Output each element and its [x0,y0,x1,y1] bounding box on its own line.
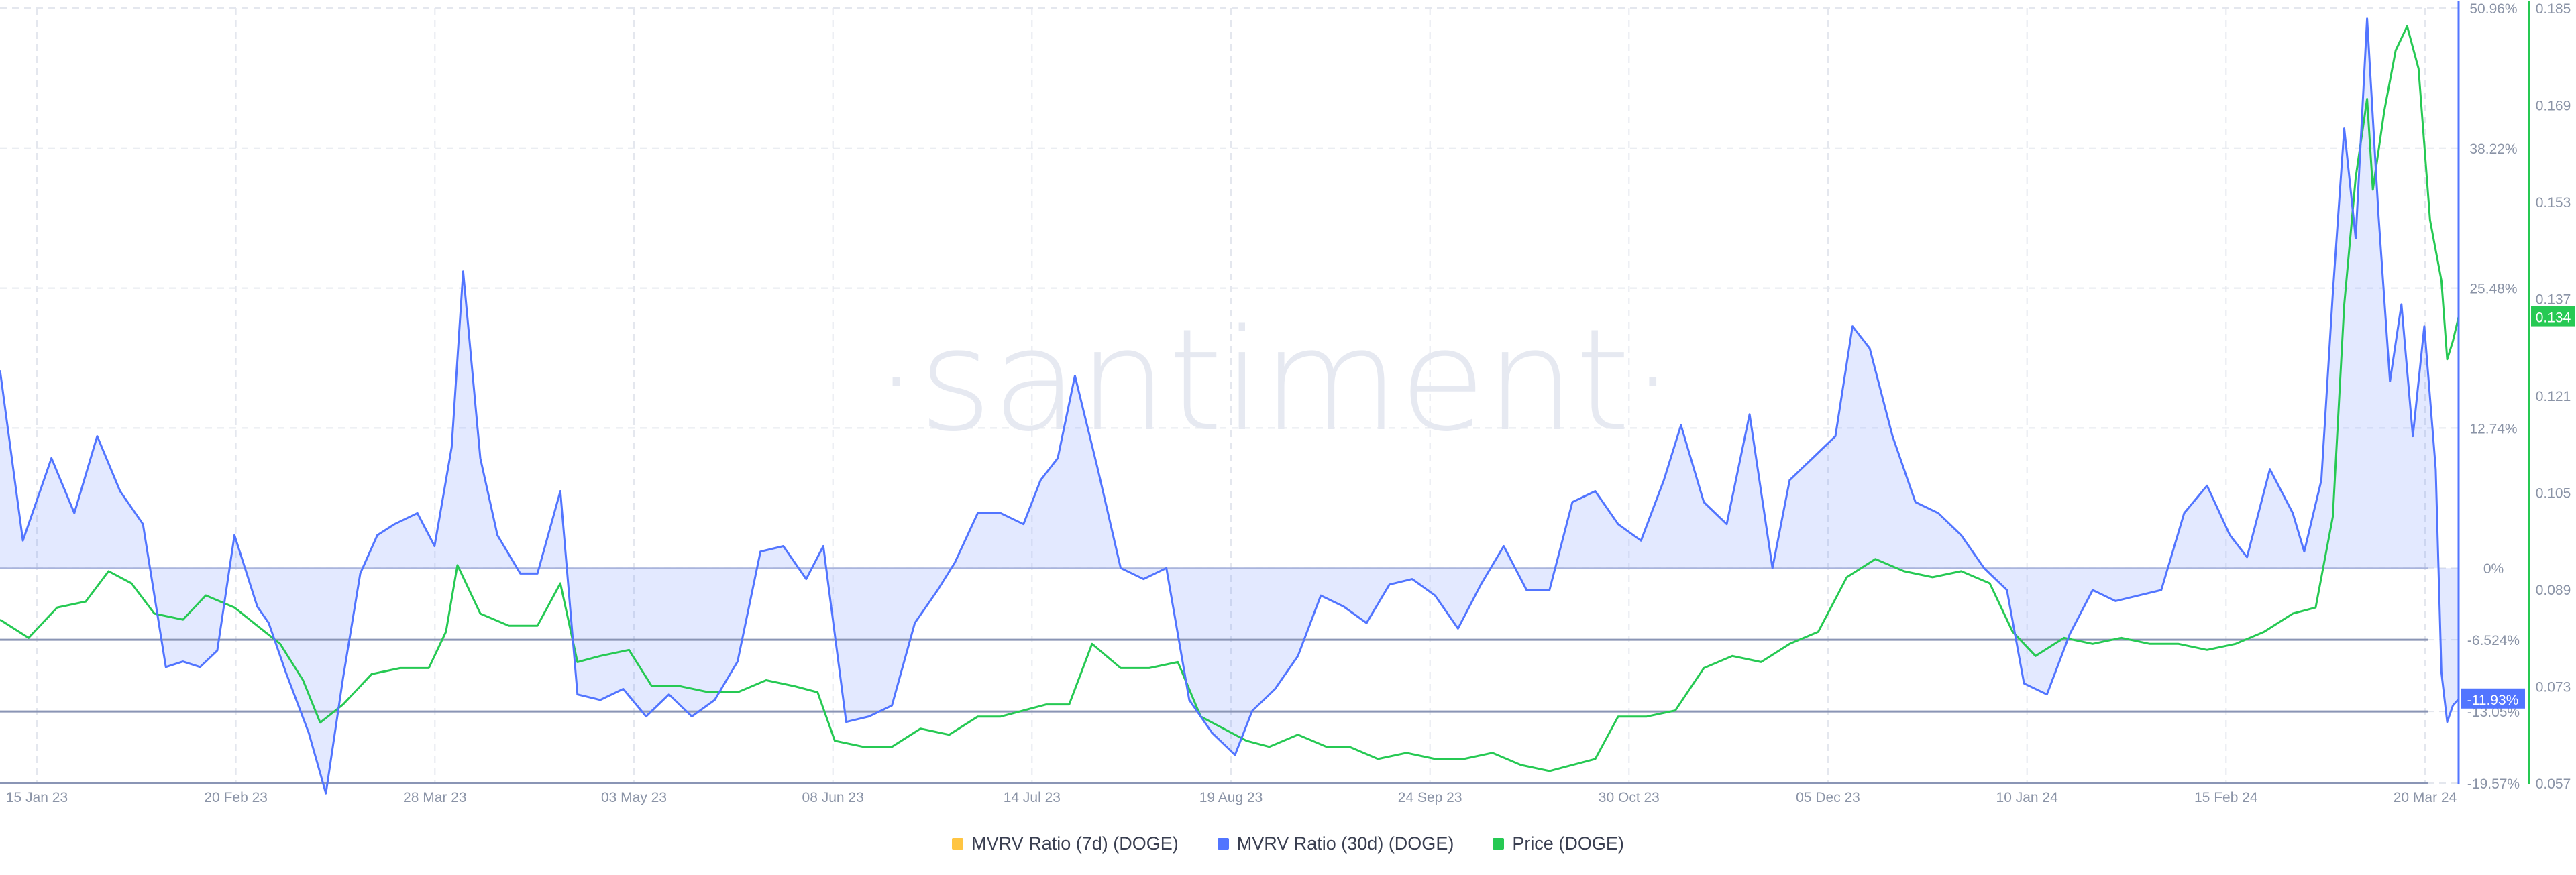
x-tick-label: 19 Aug 23 [1199,790,1263,805]
x-tick-label: 20 Feb 23 [204,790,268,805]
legend-swatch-mvrv-30d [1217,837,1229,850]
watermark: ·santiment· [874,298,1676,463]
price-tick-label: 0.089 [2536,583,2571,598]
mvrv-tick-label: -6.524% [2467,633,2520,648]
legend-swatch-mvrv-7d [952,837,964,850]
legend-swatch-price [1493,837,1505,850]
mvrv-tick-label: -19.57% [2467,776,2520,792]
x-tick-label: 30 Oct 23 [1599,790,1660,805]
price-current-badge [2531,306,2575,327]
price-tick-label: 0.185 [2536,1,2571,17]
x-tick-label: 05 Dec 23 [1796,790,1860,805]
reference-lines [0,567,2428,784]
legend-item-mvrv-30d[interactable]: MVRV Ratio (30d) (DOGE) [1217,833,1454,854]
price-tick-label: 0.137 [2536,292,2571,308]
price-tick-label: 0.153 [2536,195,2571,211]
x-tick-label: 14 Jul 23 [1004,790,1061,805]
legend: MVRV Ratio (7d) (DOGE) MVRV Ratio (30d) … [0,830,2576,857]
x-tick-label: 24 Sep 23 [1398,790,1462,805]
mvrv-30d-line [0,17,2460,795]
x-tick-label: 08 Jun 23 [802,790,864,805]
axis-layer: 15 Jan 23 20 Feb 23 28 Mar 23 03 May 23 08 J… [6,1,2571,805]
mvrv-current-value: -11.93% [2467,693,2519,708]
mvrv-tick-label: 38.22% [2469,141,2517,157]
mvrv-tick-label: 12.74% [2469,421,2517,436]
x-tick-label: 20 Mar 24 [2394,790,2457,805]
legend-label-mvrv-30d: MVRV Ratio (30d) (DOGE) [1236,833,1454,854]
x-tick-label: 15 Feb 24 [2194,790,2258,805]
x-tick-label: 15 Jan 23 [6,790,68,805]
price-current-value: 0.134 [2536,310,2571,326]
current-value-labels: -11.93% 0.134 [2461,306,2575,709]
price-tick-label: 0.121 [2536,389,2571,404]
x-tick-label: 28 Mar 23 [403,790,467,805]
legend-item-price[interactable]: Price (DOGE) [1493,833,1624,854]
legend-label-mvrv-7d: MVRV Ratio (7d) (DOGE) [971,833,1179,854]
mvrv-current-badge [2461,688,2525,709]
x-tick-label: 03 May 23 [601,790,667,805]
legend-item-mvrv-7d[interactable]: MVRV Ratio (7d) (DOGE) [952,833,1179,854]
price-tick-label: 0.105 [2536,486,2571,502]
mvrv-tick-label: 0% [2483,561,2504,577]
legend-label-price: Price (DOGE) [1512,833,1624,854]
mvrv-fill-layer [0,18,2459,794]
mvrv-30d-area [0,18,2459,794]
price-tick-label: 0.073 [2536,680,2571,695]
price-tick-label: 0.169 [2536,99,2571,114]
price-tick-label: 0.057 [2536,776,2571,792]
mvrv-tick-label: 25.48% [2469,282,2517,297]
mvrv-tick-label: 50.96% [2469,1,2517,17]
price-line [0,25,2460,772]
x-tick-label: 10 Jan 24 [1996,790,2059,805]
grid-layer [0,7,2459,784]
series-layer [0,17,2460,795]
mvrv-tick-label: -13.05% [2467,705,2520,720]
